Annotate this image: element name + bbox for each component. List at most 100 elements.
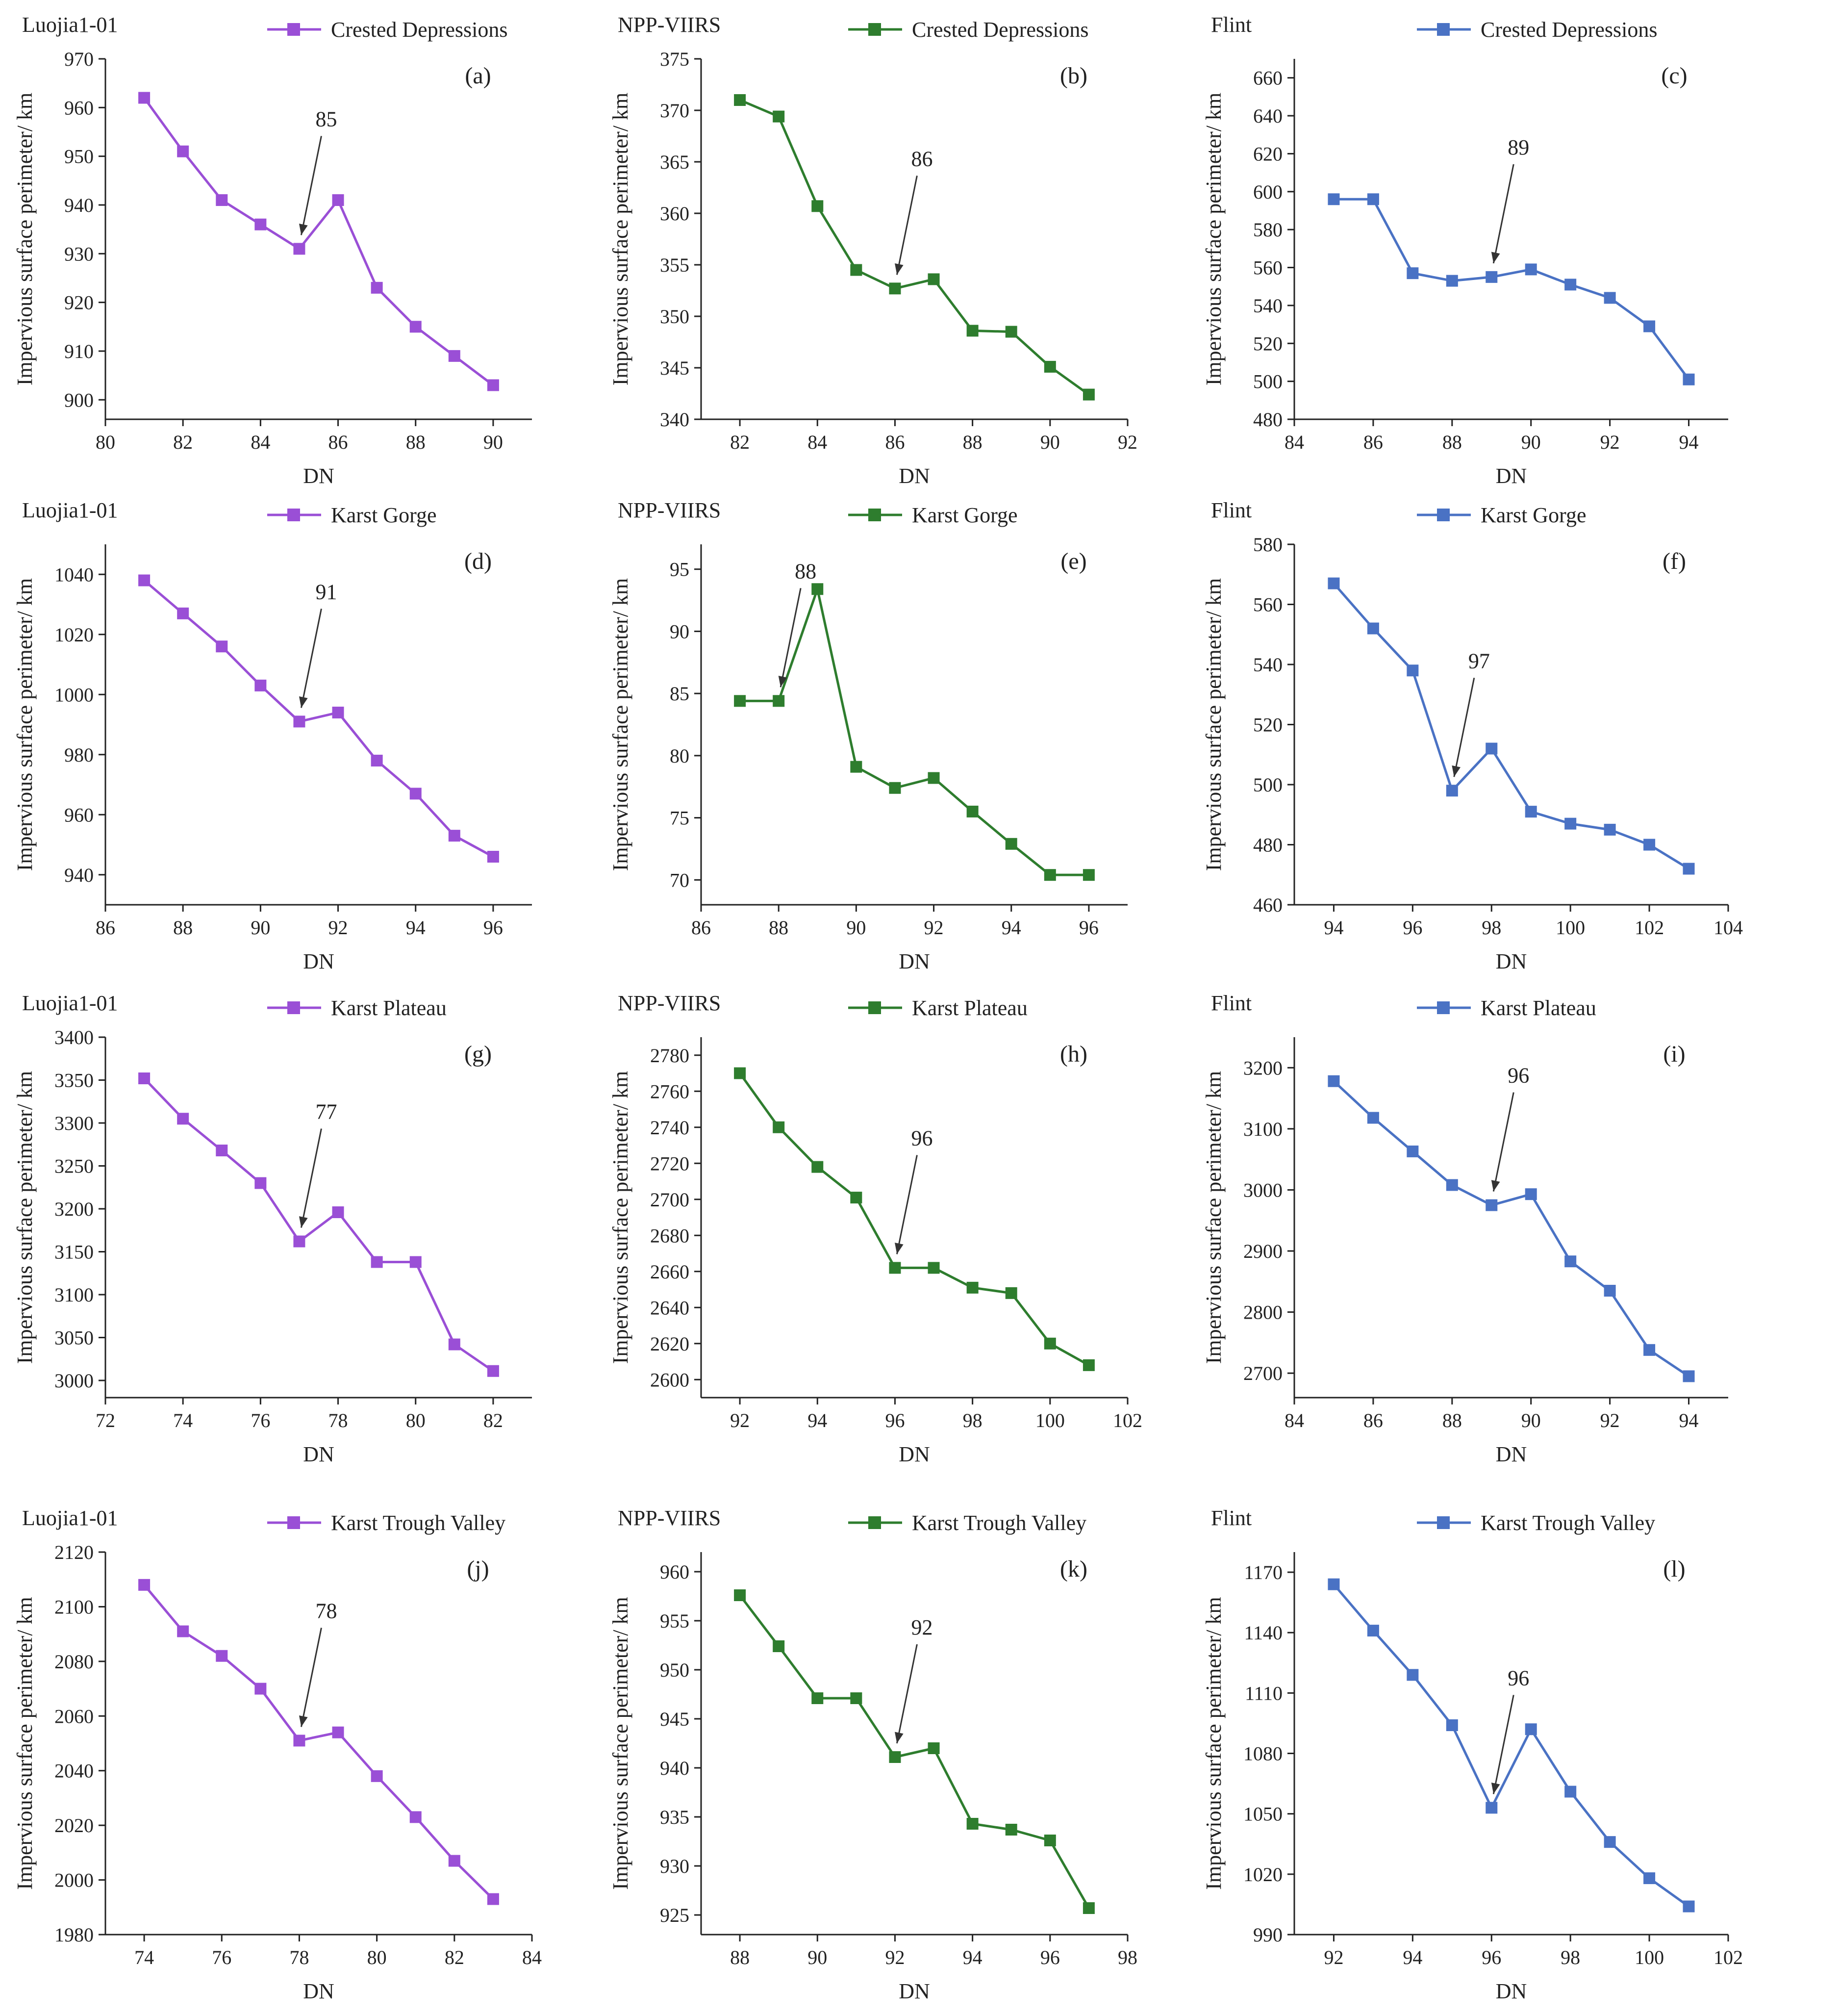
x-tick-label: 90 [1521,1409,1541,1431]
legend-marker [1437,509,1450,521]
x-tick-label: 82 [483,1409,503,1431]
chart-panel: 72 74 76 78 80 82 3000 3050 3100 3150 3200 3250 3300… [13,991,532,1466]
y-tick-label: 2740 [650,1117,689,1139]
x-tick-label: 90 [1040,431,1060,453]
x-tick-label: 90 [807,1946,827,1968]
y-axis-title: Impervious surface perimeter/ km [608,1597,632,1889]
y-tick-label: 85 [670,683,689,705]
data-point [177,145,189,157]
data-point [773,110,785,123]
y-tick-label: 580 [1253,534,1283,556]
annotation-label: 97 [1468,649,1490,673]
data-point [1367,1112,1379,1124]
data-point [293,715,305,728]
y-tick-label: 960 [660,1561,689,1583]
x-tick-label: 92 [328,917,348,939]
x-tick-label: 104 [1713,917,1743,939]
y-axis-title: Impervious surface perimeter/ km [1202,93,1226,385]
x-tick-label: 96 [885,1409,905,1431]
y-tick-label: 340 [660,408,689,431]
data-point [1604,1284,1616,1297]
data-point [811,1161,824,1173]
y-tick-label: 1170 [1244,1561,1283,1583]
annotation-label: 85 [315,107,337,131]
x-tick-label: 84 [1285,1409,1304,1431]
y-tick-label: 540 [1253,654,1283,676]
panel-title: Flint [1211,991,1252,1015]
x-axis-title: DN [899,464,930,488]
y-axis-title: Impervious surface perimeter/ km [13,1071,37,1364]
y-tick-label: 2660 [650,1261,689,1283]
data-point [734,695,746,707]
data-point [1407,1669,1419,1681]
data-point [928,1742,940,1754]
y-tick-label: 1040 [54,563,94,586]
data-point [1044,360,1056,373]
data-point [1044,869,1056,881]
x-tick-label: 98 [963,1409,982,1431]
series-line [740,587,1089,876]
data-point [1525,263,1537,276]
legend-marker [1437,23,1450,36]
legend-label: Karst Plateau [1481,996,1596,1020]
y-tick-label: 500 [1253,371,1283,393]
y-axis-title: Impervious surface perimeter/ km [13,93,37,385]
y-tick-label: 2720 [650,1152,689,1174]
y-tick-label: 1020 [1243,1863,1283,1886]
data-point [1367,622,1379,635]
data-point [1604,292,1616,304]
y-tick-label: 1020 [54,624,94,646]
data-point [1446,785,1458,797]
data-point [254,1177,267,1189]
y-tick-label: 360 [660,203,689,225]
data-point [1604,823,1616,836]
x-tick-label: 84 [1285,431,1304,453]
annotation-arrow [1492,1695,1514,1794]
x-tick-label: 94 [1324,917,1343,939]
x-tick-label: 84 [807,431,827,453]
panel-letter: (j) [467,1556,489,1582]
x-tick-label: 76 [212,1946,231,1968]
x-tick-label: 94 [1403,1946,1422,1968]
data-point [332,707,344,718]
y-tick-label: 970 [64,48,94,70]
data-point [254,218,267,230]
x-tick-label: 90 [1521,431,1541,453]
data-point [1643,1344,1656,1356]
data-point [216,640,228,653]
data-point [1005,1824,1017,1836]
y-axis-title: Impervious surface perimeter/ km [1202,578,1226,871]
data-point [1683,373,1695,385]
panel-title: Luojia1-01 [22,1506,118,1530]
data-point [409,788,422,800]
annotation-arrow [1453,677,1475,777]
x-tick-label: 90 [846,917,866,939]
x-tick-label: 96 [1040,1946,1060,1968]
x-tick-label: 88 [1442,431,1462,453]
annotation-label: 92 [911,1615,932,1639]
x-tick-label: 102 [1713,1946,1743,1968]
panel-title: NPP-VIIRS [618,13,721,37]
annotation-label: 78 [315,1599,337,1623]
y-tick-label: 95 [670,559,689,581]
data-point [734,1067,746,1079]
data-point [1083,869,1095,881]
data-point [1446,275,1458,287]
data-point [1564,1255,1577,1268]
data-point [254,1683,267,1695]
y-tick-label: 960 [64,97,94,119]
x-tick-label: 78 [289,1946,309,1968]
data-point [966,1281,979,1294]
data-point [216,194,228,206]
panel-letter: (h) [1060,1041,1087,1067]
y-tick-label: 80 [670,745,689,767]
legend-label: Crested Depressions [331,18,508,42]
y-tick-label: 2900 [1243,1240,1283,1262]
y-tick-label: 940 [64,864,94,886]
data-point [487,1365,499,1377]
data-point [332,194,344,206]
data-point [928,273,940,285]
data-point [889,282,901,295]
legend-marker [287,509,300,521]
